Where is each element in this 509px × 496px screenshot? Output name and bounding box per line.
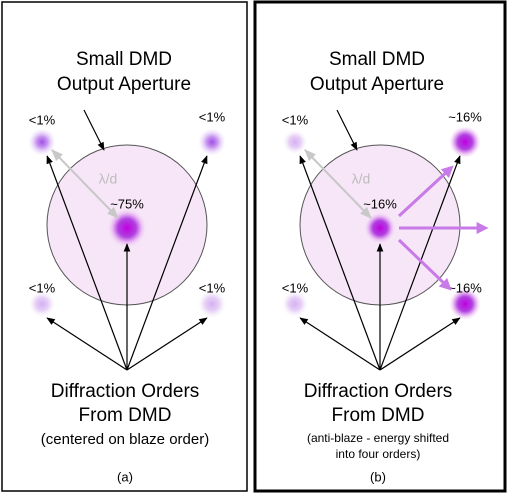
panel: Small DMD Output Aperture λ/d <1% <1% ~75% <1%…: [28, 49, 226, 484]
diffraction-spot: [449, 126, 481, 158]
caption: From DMD: [332, 405, 425, 426]
spot-label: <1%: [282, 280, 309, 295]
diffraction-spot: [364, 212, 396, 244]
diffraction-spot: [198, 128, 226, 156]
aperture-title: Output Aperture: [310, 74, 444, 95]
order-arrow: [299, 317, 381, 371]
spot-label: ~16%: [363, 196, 397, 211]
order-arrow: [46, 155, 128, 371]
order-arrow: [126, 155, 208, 371]
spacing-label: λ/d: [99, 171, 118, 187]
caption-note: into four orders): [336, 447, 421, 461]
spot-label: <1%: [29, 112, 56, 127]
spacing-arrow: [51, 149, 119, 219]
spacing-label: λ/d: [352, 171, 371, 187]
panel-frame: [253, 0, 507, 493]
spacing-arrow: [304, 149, 372, 219]
energy-arrow: [397, 238, 452, 291]
order-arrow: [46, 317, 128, 371]
caption: From DMD: [79, 405, 172, 426]
spot-label: <1%: [199, 280, 226, 295]
caption-note: (centered on blaze order): [41, 431, 209, 448]
order-arrow: [299, 155, 381, 371]
diffraction-spot: [28, 128, 56, 156]
panel-frame: [1, 1, 248, 492]
spot-label: ~16%: [448, 280, 482, 295]
pointer-arrow: [336, 109, 358, 151]
order-arrow: [126, 317, 208, 371]
spot-label: <1%: [282, 112, 309, 127]
diffraction-spot: [29, 291, 55, 317]
spot-label: ~16%: [448, 109, 482, 124]
panel-label: (a): [117, 469, 133, 484]
diffraction-spot: [449, 288, 481, 320]
spot-label: <1%: [199, 109, 226, 124]
diffraction-spot: [283, 130, 307, 154]
order-arrow: [379, 155, 461, 371]
energy-arrow: [397, 165, 454, 218]
order-arrow: [379, 317, 461, 371]
aperture-title: Small DMD: [76, 49, 172, 70]
diffraction-spot: [282, 291, 308, 317]
aperture-title: Small DMD: [329, 49, 425, 70]
caption: Diffraction Orders: [304, 381, 453, 402]
spot-label: ~75%: [110, 196, 144, 211]
panel-label: (b): [370, 469, 386, 484]
aperture-title: Output Aperture: [57, 74, 191, 95]
pointer-arrow: [83, 109, 105, 151]
panel: Small DMD Output Aperture λ/d <1% ~16% ~16% <1…: [282, 49, 489, 484]
caption-note: (anti-blaze - energy shifted: [307, 431, 449, 445]
spot-label: <1%: [29, 280, 56, 295]
caption: Diffraction Orders: [51, 381, 200, 402]
diffraction-spot: [198, 290, 226, 318]
